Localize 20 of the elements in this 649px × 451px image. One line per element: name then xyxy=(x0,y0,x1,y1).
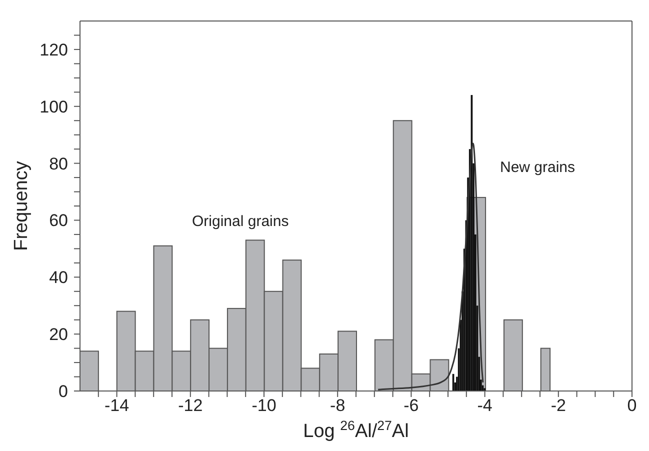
x-tick-label: 0 xyxy=(627,396,637,415)
x-tick-label: -6 xyxy=(404,396,419,415)
x-tick-label: -2 xyxy=(550,396,566,415)
y-tick-label: 40 xyxy=(49,268,68,288)
x-tick-label: -10 xyxy=(252,396,276,415)
annotation: New grains xyxy=(500,159,576,176)
y-tick-label: 20 xyxy=(49,325,68,344)
y-tick-label: 80 xyxy=(49,154,68,174)
y-tick-label: 100 xyxy=(40,97,68,116)
x-tick-label: -14 xyxy=(104,396,130,415)
y-tick-label: 60 xyxy=(49,211,68,230)
x-axis-title: Log $^{26}$Al/$^{27}$Al xyxy=(303,418,409,442)
y-axis-title: Frequency xyxy=(11,160,32,251)
line-series xyxy=(377,142,484,390)
annotation: Original grains xyxy=(192,213,289,230)
x-tick-label: -8 xyxy=(330,396,346,415)
y-tick-label: 0 xyxy=(58,382,68,401)
x-tick-label: -12 xyxy=(178,396,203,415)
x-tick-label: -4 xyxy=(477,396,492,415)
y-tick-label: 120 xyxy=(40,40,68,60)
